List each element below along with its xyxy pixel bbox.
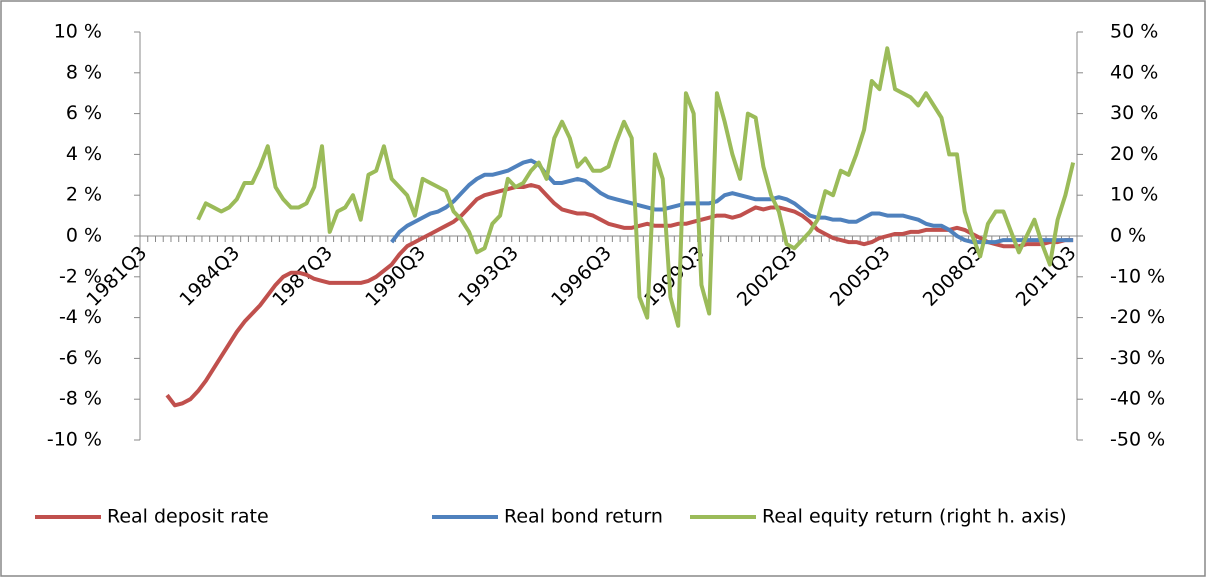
y-tick-label: -8 % (59, 388, 102, 410)
series-line (196, 46, 1076, 328)
y2-tick-label: 10 % (1110, 184, 1158, 206)
y-tick-label: 10 % (54, 21, 102, 43)
y2-tick-label: 0 % (1110, 225, 1146, 247)
y-tick-label: -2 % (59, 265, 102, 287)
y2-tick-label: -50 % (1110, 429, 1165, 451)
y2-tick-label: 40 % (1110, 61, 1158, 83)
y-tick-label: 8 % (66, 61, 102, 83)
y2-tick-label: -20 % (1110, 306, 1165, 328)
y-tick-label: -6 % (59, 347, 102, 369)
y-tick-label: 6 % (66, 102, 102, 124)
y-tick-label: 4 % (66, 143, 102, 165)
y2-tick-label: 20 % (1110, 143, 1158, 165)
y2-tick-label: 50 % (1110, 21, 1158, 43)
y-tick-label: 0 % (66, 225, 102, 247)
y-tick-label: 2 % (66, 184, 102, 206)
series-line (390, 158, 1074, 245)
y2-tick-label: -10 % (1110, 265, 1165, 287)
y2-tick-label: 30 % (1110, 102, 1158, 124)
legend-label: Real equity return (right h. axis) (762, 506, 1067, 528)
y-tick-label: -4 % (59, 306, 102, 328)
legend-label: Real bond return (504, 506, 663, 528)
y-tick-label: -10 % (47, 429, 102, 451)
y2-tick-label: -40 % (1110, 388, 1165, 410)
legend-label: Real deposit rate (107, 506, 269, 528)
series-line (165, 183, 1074, 408)
y2-tick-label: -30 % (1110, 347, 1165, 369)
